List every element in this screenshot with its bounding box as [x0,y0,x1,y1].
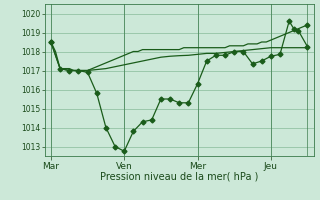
X-axis label: Pression niveau de la mer( hPa ): Pression niveau de la mer( hPa ) [100,172,258,182]
